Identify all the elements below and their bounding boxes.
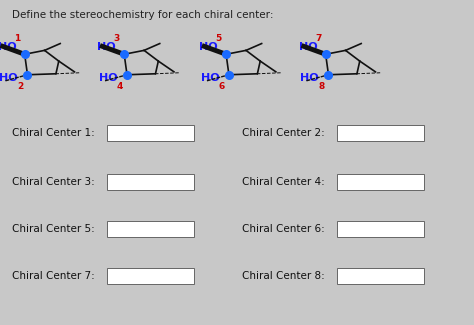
Text: 5: 5: [216, 34, 222, 43]
Text: Chiral Center 7:: Chiral Center 7:: [12, 271, 95, 281]
Text: Chiral Center 1:: Chiral Center 1:: [12, 128, 95, 138]
FancyBboxPatch shape: [107, 125, 194, 141]
Text: Chiral Center 8:: Chiral Center 8:: [242, 271, 325, 281]
Text: HO: HO: [0, 73, 18, 83]
Text: 1: 1: [14, 34, 20, 43]
Text: Define the stereochemistry for each chiral center:: Define the stereochemistry for each chir…: [12, 10, 273, 20]
Text: HO: HO: [299, 43, 317, 52]
Text: Chiral Center 6:: Chiral Center 6:: [242, 224, 325, 234]
Text: 2: 2: [17, 82, 23, 91]
Text: Chiral Center 3:: Chiral Center 3:: [12, 177, 95, 187]
Text: HO: HO: [199, 43, 218, 52]
Text: HO: HO: [99, 73, 117, 83]
FancyBboxPatch shape: [107, 174, 194, 190]
Text: HO: HO: [97, 43, 116, 52]
Text: HO: HO: [201, 73, 219, 83]
Text: HO: HO: [300, 73, 319, 83]
FancyBboxPatch shape: [337, 174, 424, 190]
FancyBboxPatch shape: [337, 268, 424, 284]
Text: 4: 4: [117, 82, 123, 91]
FancyBboxPatch shape: [337, 221, 424, 237]
Text: Chiral Center 2:: Chiral Center 2:: [242, 128, 325, 138]
Text: 6: 6: [219, 82, 225, 91]
Text: 8: 8: [318, 82, 324, 91]
Text: Chiral Center 5:: Chiral Center 5:: [12, 224, 95, 234]
FancyBboxPatch shape: [107, 268, 194, 284]
FancyBboxPatch shape: [107, 221, 194, 237]
FancyBboxPatch shape: [337, 125, 424, 141]
Text: 3: 3: [114, 34, 120, 43]
Text: HO: HO: [0, 43, 16, 52]
Text: Chiral Center 4:: Chiral Center 4:: [242, 177, 325, 187]
Text: 7: 7: [315, 34, 321, 43]
